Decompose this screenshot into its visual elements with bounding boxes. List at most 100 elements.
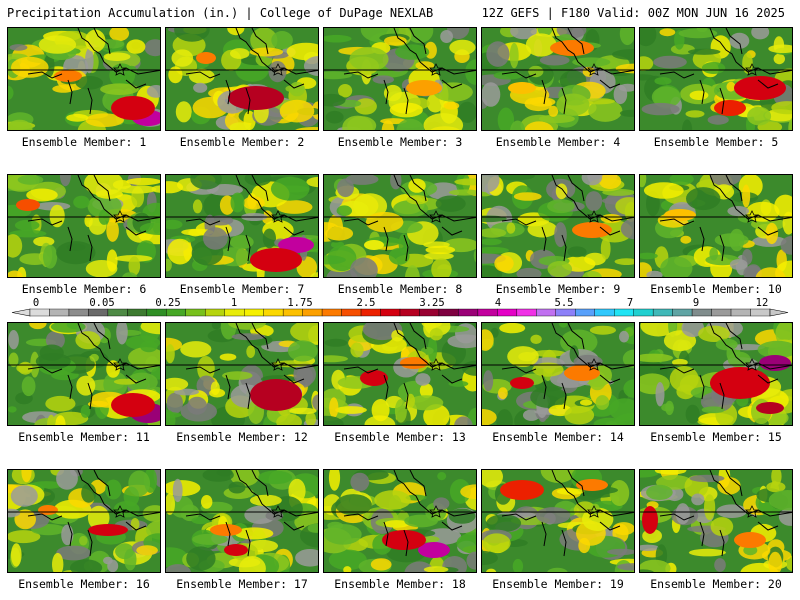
ensemble-member-map [481,469,635,573]
ensemble-member-map [7,27,161,131]
colorbar-segment [49,308,70,317]
city-star-icon [113,358,127,371]
precipitation-field [8,470,160,572]
colorbar-segment [399,308,420,317]
precipitation-field [640,28,792,130]
heavy-precip-cell [664,209,696,221]
heavy-precip-cell [360,370,388,386]
coastline [659,175,792,262]
ensemble-member-label: Ensemble Member: 9 [495,282,621,296]
heavy-precip-cell [54,70,82,82]
colorbar-segment [185,308,206,317]
heavy-precip-cell [572,222,612,238]
precipitation-field [324,175,476,277]
coastline [27,175,160,262]
city-star-icon [587,505,601,518]
ensemble-member-map [165,174,319,278]
heavy-precip-cell [576,479,608,491]
colorbar-tick-label: 1.75 [287,297,313,309]
city-star-icon [429,63,443,76]
colorbar-segment [282,308,303,317]
coastline [343,28,476,115]
ensemble-member-label: Ensemble Member: 17 [176,577,308,591]
ensemble-member-label: Ensemble Member: 1 [21,135,147,149]
ensemble-member-label: Ensemble Member: 4 [495,135,621,149]
heavy-precip-cell [228,86,284,110]
colorbar-tick-label: 7 [626,297,634,309]
precipitation-field [640,323,792,425]
colorbar-segment [750,308,771,317]
precipitation-field [482,28,634,130]
colorbar-segment [107,308,128,317]
ensemble-member-map [7,322,161,426]
ensemble-member-label: Ensemble Member: 10 [650,282,782,296]
ensemble-member-map [323,174,477,278]
heavy-precip-cell [250,248,302,272]
heavy-precip-cell [710,367,770,399]
precipitation-field [482,323,634,425]
colorbar-tick-label: 4 [494,297,502,309]
ensemble-member-label: Ensemble Member: 3 [337,135,463,149]
colorbar-segment [224,308,245,317]
colorbar-segment [166,308,186,317]
ensemble-member-map [7,469,161,573]
colorbar-segment [730,308,751,317]
ensemble-member-label: Ensemble Member: 19 [492,577,624,591]
coastline [501,28,634,115]
colorbar-tick-label: 12 [755,297,769,309]
city-star-icon [429,505,443,518]
heavy-precip-cell [564,365,600,381]
colorbar-segment [555,308,576,317]
heavy-precip-cell [500,480,544,500]
city-star-icon [429,210,443,223]
heavy-precip-cell [382,530,426,550]
city-star-icon [113,63,127,76]
ensemble-member-map [481,174,635,278]
ensemble-member-label: Ensemble Member: 8 [337,282,463,296]
heavy-precip-cell [714,100,746,116]
city-star-icon [745,210,759,223]
heavy-precip-cell [111,96,155,120]
ensemble-member-map [639,322,793,426]
ensemble-member-map [323,27,477,131]
precipitation-field [166,175,318,277]
coastline [501,323,634,410]
precipitation-field [324,470,476,572]
heavy-precip-cell [508,82,536,94]
colorbar-segment [691,308,712,317]
colorbar-segment [458,308,479,317]
ensemble-member-map [481,27,635,131]
colorbar-tick-label: 9 [692,297,700,309]
precipitation-field [482,470,634,572]
colorbar-segment [477,308,498,317]
heavy-precip-cell [734,532,766,548]
precipitation-field [8,28,160,130]
colorbar-segment [263,308,284,317]
ensemble-member-map [323,322,477,426]
colorbar-segment [419,308,440,317]
ensemble-member-label: Ensemble Member: 11 [18,430,150,444]
coastline [501,175,634,262]
heavy-precip-cell [38,505,58,515]
precipitation-field [166,470,318,572]
ensemble-member-map [481,322,635,426]
coastline [185,175,318,262]
coastline [343,175,476,262]
heavy-precip-cell [418,542,450,558]
colorbar-tick-label: 2.5 [356,297,376,309]
colorbar-segment [594,308,615,317]
ensemble-member-label: Ensemble Member: 12 [176,430,308,444]
ensemble-member-map [639,27,793,131]
colorbar-segment [68,308,89,317]
coastline [27,470,160,557]
precipitation-field [640,470,792,572]
ensemble-member-label: Ensemble Member: 20 [650,577,782,591]
precipitation-field [166,323,318,425]
heavy-precip-cell [16,199,40,211]
ensemble-member-label: Ensemble Member: 2 [179,135,305,149]
colorbar-segment [438,308,459,317]
coastline [27,28,160,115]
precipitation-field [324,28,476,130]
colorbar-segment [29,308,50,317]
coastline [501,470,634,557]
